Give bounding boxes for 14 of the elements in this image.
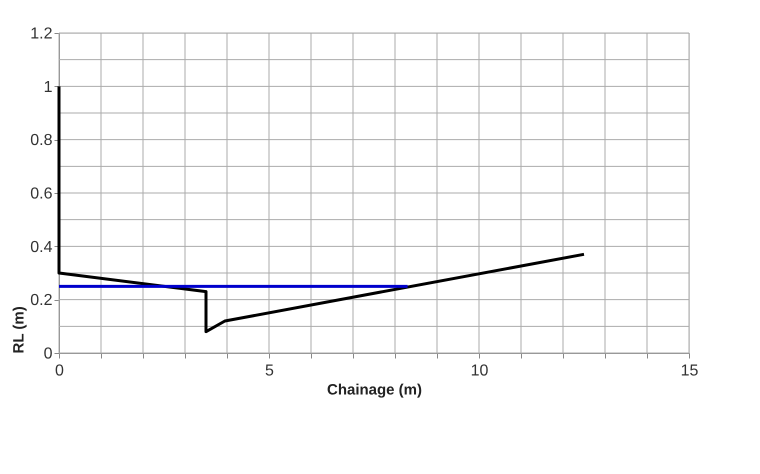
y-tick-label: 1 xyxy=(44,78,53,96)
x-tick-label: 10 xyxy=(470,362,488,380)
x-tick-label: 15 xyxy=(680,362,698,380)
x-tick-label: 5 xyxy=(265,362,274,380)
line-series xyxy=(58,84,586,334)
y-axis-title: RL (m) xyxy=(10,306,28,354)
y-tick-label: 0.8 xyxy=(30,132,53,150)
y-tick-label: 0 xyxy=(44,346,53,362)
y-tick-label: 0.6 xyxy=(30,186,53,202)
y-tick-label: 0.4 xyxy=(30,238,53,256)
y-tick-label: 1.2 xyxy=(30,26,53,42)
y-tick-label: 0.2 xyxy=(30,292,53,310)
x-tick-label: 0 xyxy=(55,362,64,380)
x-axis-title: Chainage (m) xyxy=(326,382,422,398)
